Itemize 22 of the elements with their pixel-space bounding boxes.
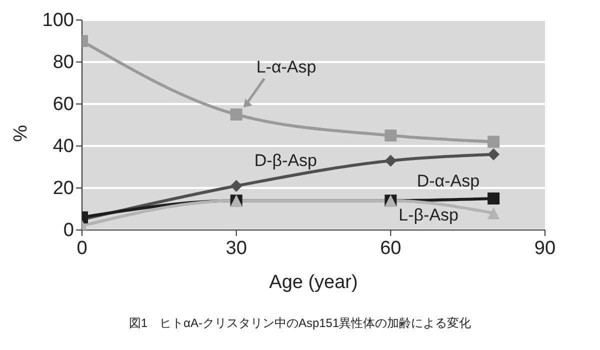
series-label: D-α-Asp — [416, 172, 480, 190]
x-tick-label: 90 — [534, 238, 556, 259]
x-tick-label: 0 — [76, 238, 88, 259]
point — [488, 136, 500, 148]
caption: 図1 ヒトαA-クリスタリン中のAsp151異性体の加齢による変化 — [128, 315, 472, 332]
y-tick-label: 80 — [52, 52, 74, 73]
y-tick-label: 100 — [42, 10, 74, 31]
point — [488, 192, 500, 204]
series-label: D-β-Asp — [254, 150, 318, 170]
text: L-α-Asp — [256, 58, 316, 76]
y-axis-title: % — [8, 125, 30, 142]
point — [488, 148, 500, 160]
y-tick-label: 60 — [52, 94, 74, 115]
x-axis-title: Age (year) — [269, 272, 358, 293]
series-label: L-β-Asp — [398, 206, 459, 225]
y-tick-label: 20 — [52, 178, 74, 199]
point — [384, 154, 397, 167]
point — [384, 130, 397, 142]
y-tick-label: 40 — [52, 136, 74, 157]
x-tick-label: 60 — [380, 238, 402, 259]
x-tick-label: 30 — [226, 238, 247, 259]
y-tick-label: 0 — [63, 220, 74, 241]
